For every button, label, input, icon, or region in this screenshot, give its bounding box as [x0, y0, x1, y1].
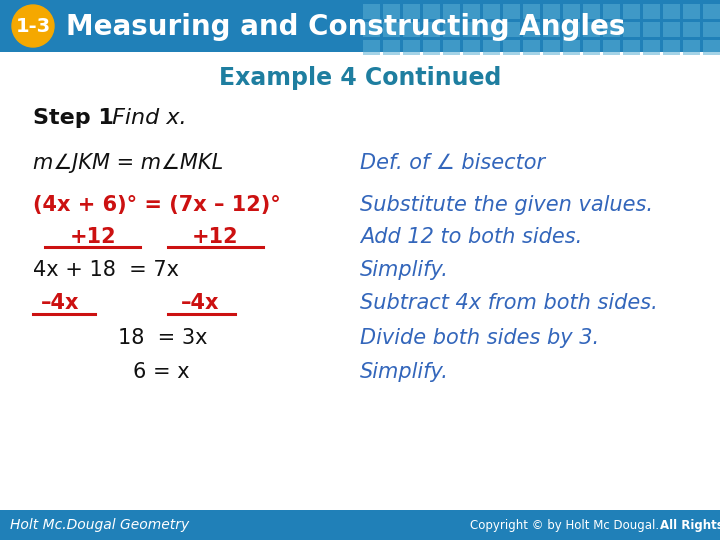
Bar — [583, 4, 600, 19]
Bar — [463, 4, 480, 19]
Bar — [623, 4, 640, 19]
Text: –4x: –4x — [41, 293, 79, 313]
Bar — [463, 22, 480, 37]
Bar — [363, 22, 380, 37]
Bar — [423, 4, 440, 19]
Text: Substitute the given values.: Substitute the given values. — [360, 195, 653, 215]
Bar — [443, 22, 460, 37]
Bar — [563, 22, 580, 37]
Bar — [383, 22, 400, 37]
Bar — [443, 40, 460, 55]
Bar — [503, 22, 520, 37]
Bar — [663, 4, 680, 19]
Bar — [703, 22, 720, 37]
Bar — [463, 40, 480, 55]
Bar — [483, 40, 500, 55]
Bar — [383, 4, 400, 19]
Bar — [643, 22, 660, 37]
Text: m∠JKM = m∠MKL: m∠JKM = m∠MKL — [33, 153, 223, 173]
Text: Subtract 4x from both sides.: Subtract 4x from both sides. — [360, 293, 658, 313]
Bar — [403, 40, 420, 55]
Bar — [703, 40, 720, 55]
Bar — [403, 4, 420, 19]
Bar — [623, 40, 640, 55]
Text: +12: +12 — [70, 227, 117, 247]
Bar — [563, 4, 580, 19]
Text: Step 1: Step 1 — [33, 108, 114, 128]
Bar — [403, 22, 420, 37]
Bar — [543, 40, 560, 55]
Bar — [663, 22, 680, 37]
Text: Def. of ∠ bisector: Def. of ∠ bisector — [360, 153, 545, 173]
Text: Copyright © by Holt Mc Dougal.: Copyright © by Holt Mc Dougal. — [470, 518, 663, 531]
Text: Simplify.: Simplify. — [360, 260, 449, 280]
Bar — [523, 4, 540, 19]
Bar — [703, 4, 720, 19]
Text: Holt Mc.Dougal Geometry: Holt Mc.Dougal Geometry — [10, 518, 189, 532]
Bar — [563, 40, 580, 55]
Bar — [683, 40, 700, 55]
Bar — [643, 40, 660, 55]
Bar — [443, 4, 460, 19]
Bar — [363, 40, 380, 55]
Circle shape — [12, 5, 54, 47]
Text: –4x: –4x — [181, 293, 220, 313]
Bar — [503, 4, 520, 19]
Text: Divide both sides by 3.: Divide both sides by 3. — [360, 328, 599, 348]
Text: Add 12 to both sides.: Add 12 to both sides. — [360, 227, 582, 247]
Bar — [543, 4, 560, 19]
Text: All Rights Reserved.: All Rights Reserved. — [660, 518, 720, 531]
Bar — [523, 40, 540, 55]
Text: 1-3: 1-3 — [15, 17, 50, 36]
Bar — [603, 4, 620, 19]
Bar — [423, 40, 440, 55]
Text: Find x.: Find x. — [105, 108, 186, 128]
Bar — [523, 22, 540, 37]
Bar — [543, 22, 560, 37]
Text: (4x + 6)° = (7x – 12)°: (4x + 6)° = (7x – 12)° — [33, 195, 281, 215]
Text: 18  = 3x: 18 = 3x — [118, 328, 207, 348]
Text: +12: +12 — [192, 227, 238, 247]
Bar — [683, 4, 700, 19]
Bar — [603, 40, 620, 55]
Text: Example 4 Continued: Example 4 Continued — [219, 66, 501, 90]
Text: 4x + 18  = 7x: 4x + 18 = 7x — [33, 260, 179, 280]
Bar — [663, 40, 680, 55]
Text: Simplify.: Simplify. — [360, 362, 449, 382]
Bar — [503, 40, 520, 55]
Bar — [623, 22, 640, 37]
Bar — [483, 4, 500, 19]
Bar — [583, 40, 600, 55]
Bar — [0, 510, 720, 540]
Text: Measuring and Constructing Angles: Measuring and Constructing Angles — [66, 13, 626, 41]
Bar — [0, 0, 720, 52]
Bar — [683, 22, 700, 37]
Bar — [483, 22, 500, 37]
Bar — [603, 22, 620, 37]
Bar — [363, 4, 380, 19]
Bar — [583, 22, 600, 37]
Text: 6 = x: 6 = x — [133, 362, 189, 382]
Bar — [423, 22, 440, 37]
Bar — [643, 4, 660, 19]
Bar — [383, 40, 400, 55]
